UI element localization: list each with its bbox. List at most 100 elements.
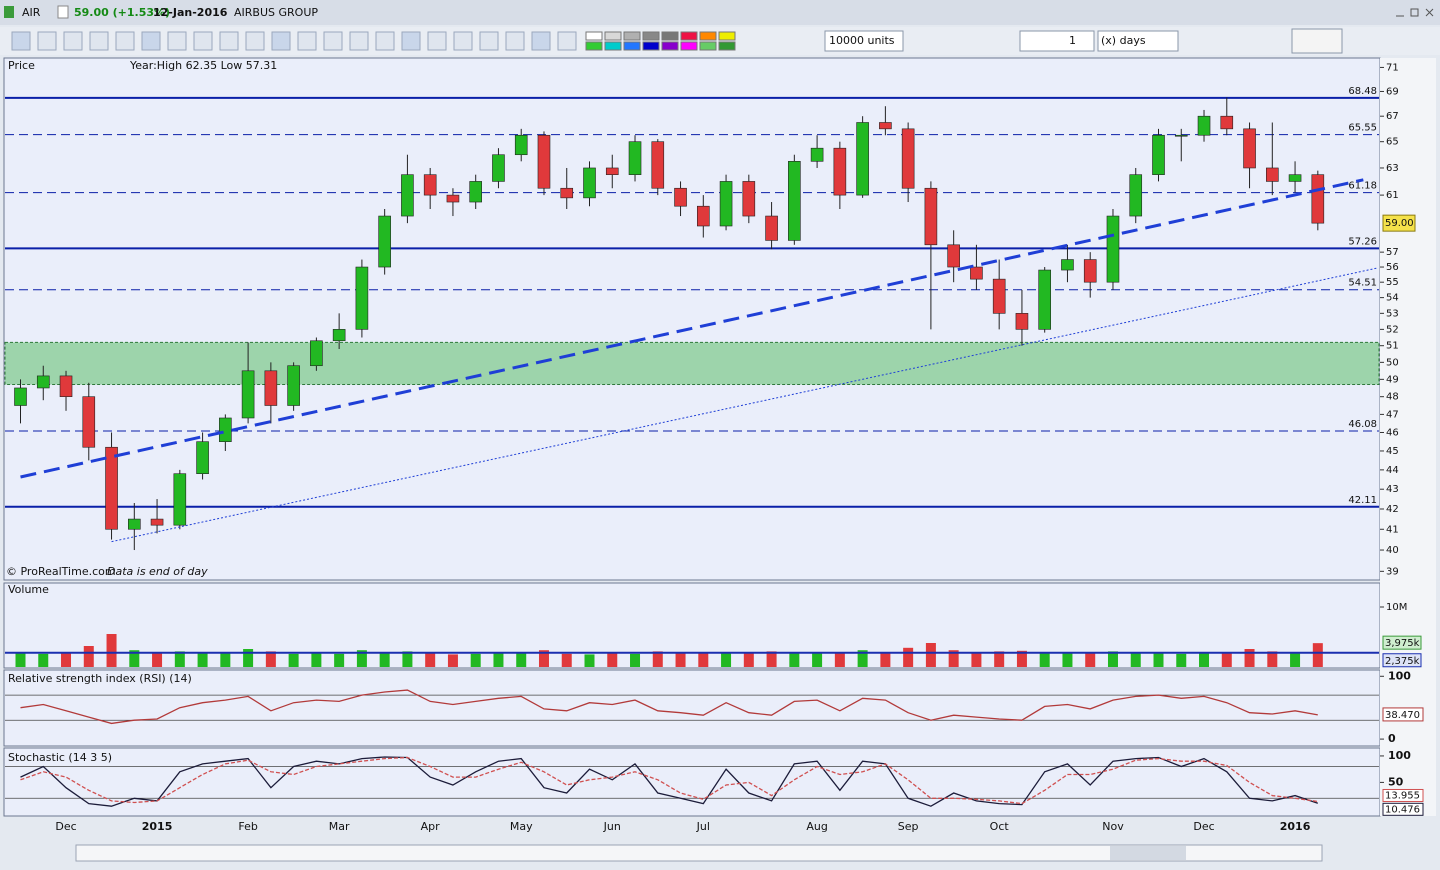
last-value-box bbox=[1382, 802, 1424, 816]
tool-button[interactable] bbox=[63, 31, 83, 51]
volume-bar bbox=[1176, 653, 1187, 667]
close[interactable] bbox=[1425, 8, 1434, 17]
volume-bar bbox=[15, 652, 26, 667]
tool-button[interactable] bbox=[427, 31, 447, 51]
tool-button[interactable] bbox=[89, 31, 109, 51]
volume-average-box bbox=[1382, 653, 1422, 668]
candle-body bbox=[1015, 313, 1029, 330]
color-swatch[interactable] bbox=[604, 41, 622, 51]
last-value-box bbox=[1382, 707, 1424, 722]
tool-button[interactable] bbox=[219, 31, 239, 51]
tool-button[interactable] bbox=[37, 31, 57, 51]
color-swatch[interactable] bbox=[718, 31, 736, 41]
color-swatch[interactable] bbox=[623, 41, 641, 51]
color-swatch[interactable] bbox=[680, 41, 698, 51]
volume-bar bbox=[152, 653, 163, 667]
last-price-box bbox=[1382, 214, 1416, 232]
color-swatch[interactable] bbox=[585, 41, 603, 51]
volume-bar bbox=[880, 653, 891, 667]
y-tick-label: 48 bbox=[1386, 392, 1399, 403]
volume-bar bbox=[174, 651, 185, 667]
color-swatch[interactable] bbox=[642, 41, 660, 51]
x-tick-label: Nov bbox=[1102, 820, 1124, 833]
chart-type-button[interactable] bbox=[1291, 28, 1343, 54]
volume-bar bbox=[334, 653, 345, 667]
tool-button[interactable] bbox=[505, 31, 525, 51]
y-tick-label: 54 bbox=[1386, 293, 1399, 304]
color-swatch[interactable] bbox=[585, 31, 603, 41]
tool-button[interactable] bbox=[11, 31, 31, 51]
tool-button[interactable] bbox=[349, 31, 369, 51]
tool-button[interactable] bbox=[453, 31, 473, 51]
volume-bar bbox=[1130, 652, 1141, 667]
candle-body bbox=[446, 194, 460, 203]
plots: 39 40 41 42 43 44 45 46 47 48 49 50 51 52 53 54 55 56 57 61… bbox=[4, 62, 1424, 833]
tool-button[interactable] bbox=[297, 31, 317, 51]
tool-button[interactable] bbox=[245, 31, 265, 51]
volume-bar bbox=[243, 649, 254, 667]
candle-body bbox=[583, 167, 596, 199]
y-tick-label: 52 bbox=[1386, 324, 1399, 335]
last-value-label: 10.476 bbox=[1385, 804, 1420, 815]
volume-bar bbox=[698, 653, 709, 667]
tool-button[interactable] bbox=[193, 31, 213, 51]
tool-button[interactable] bbox=[323, 31, 343, 51]
y-tick-label: 39 bbox=[1386, 566, 1399, 577]
tool-button[interactable] bbox=[557, 31, 577, 51]
period-count: 1 bbox=[1069, 34, 1076, 47]
candle-body bbox=[537, 134, 551, 189]
y-tick-label: 10M bbox=[1386, 602, 1407, 613]
volume-bar bbox=[493, 653, 504, 667]
candle-body bbox=[1243, 128, 1256, 169]
color-swatch[interactable] bbox=[699, 41, 717, 51]
tool-button[interactable] bbox=[531, 31, 551, 51]
candle-body bbox=[378, 215, 391, 268]
tool-button[interactable] bbox=[167, 31, 187, 51]
period-count-input[interactable] bbox=[1019, 30, 1095, 52]
quantity-select[interactable] bbox=[824, 30, 904, 52]
scrollbar[interactable] bbox=[75, 844, 1323, 862]
indicator-line bbox=[20, 756, 1318, 805]
volume-bar bbox=[675, 652, 686, 667]
volume-bar bbox=[561, 653, 572, 667]
candle-body bbox=[1152, 134, 1165, 175]
maximize[interactable] bbox=[1410, 8, 1419, 17]
y-tick-label: 100 bbox=[1388, 669, 1411, 682]
color-swatch[interactable] bbox=[604, 31, 622, 41]
panel-headers: Price Year:High 62.35 Low 57.31 © ProRea… bbox=[6, 59, 277, 764]
tool-button[interactable] bbox=[141, 31, 161, 51]
period-unit: (x) days bbox=[1101, 34, 1146, 47]
y-tick-label: 0 bbox=[1388, 732, 1396, 745]
candle-body bbox=[1038, 269, 1051, 330]
volume-bar bbox=[1016, 650, 1027, 667]
candle-body bbox=[59, 375, 73, 397]
color-swatch[interactable] bbox=[699, 31, 717, 41]
tool-button[interactable] bbox=[375, 31, 395, 51]
volume-bar bbox=[470, 653, 481, 667]
tool-button[interactable] bbox=[479, 31, 499, 51]
volume-bar bbox=[356, 650, 367, 667]
color-swatch[interactable] bbox=[718, 41, 736, 51]
tool-group bbox=[11, 31, 736, 51]
color-swatch[interactable] bbox=[661, 41, 679, 51]
volume-bar bbox=[61, 652, 72, 667]
volume-bar bbox=[857, 650, 868, 667]
x-tick-label: May bbox=[510, 820, 533, 833]
color-swatch[interactable] bbox=[623, 31, 641, 41]
tool-button[interactable] bbox=[115, 31, 135, 51]
scroll-thumb[interactable] bbox=[1110, 846, 1186, 860]
candle-body bbox=[1106, 215, 1120, 283]
tool-button[interactable] bbox=[401, 31, 421, 51]
tool-button[interactable] bbox=[271, 31, 291, 51]
volume-bar bbox=[288, 653, 299, 667]
window-controls bbox=[1396, 8, 1434, 17]
volume-bar bbox=[83, 646, 94, 667]
volume-bar bbox=[106, 634, 117, 667]
x-tick-label: Apr bbox=[421, 820, 441, 833]
info-icon[interactable] bbox=[57, 5, 69, 19]
color-swatch[interactable] bbox=[680, 31, 698, 41]
period-unit-select[interactable] bbox=[1097, 30, 1179, 52]
y-tick-label: 65 bbox=[1386, 137, 1399, 148]
color-swatch[interactable] bbox=[642, 31, 660, 41]
color-swatch[interactable] bbox=[661, 31, 679, 41]
